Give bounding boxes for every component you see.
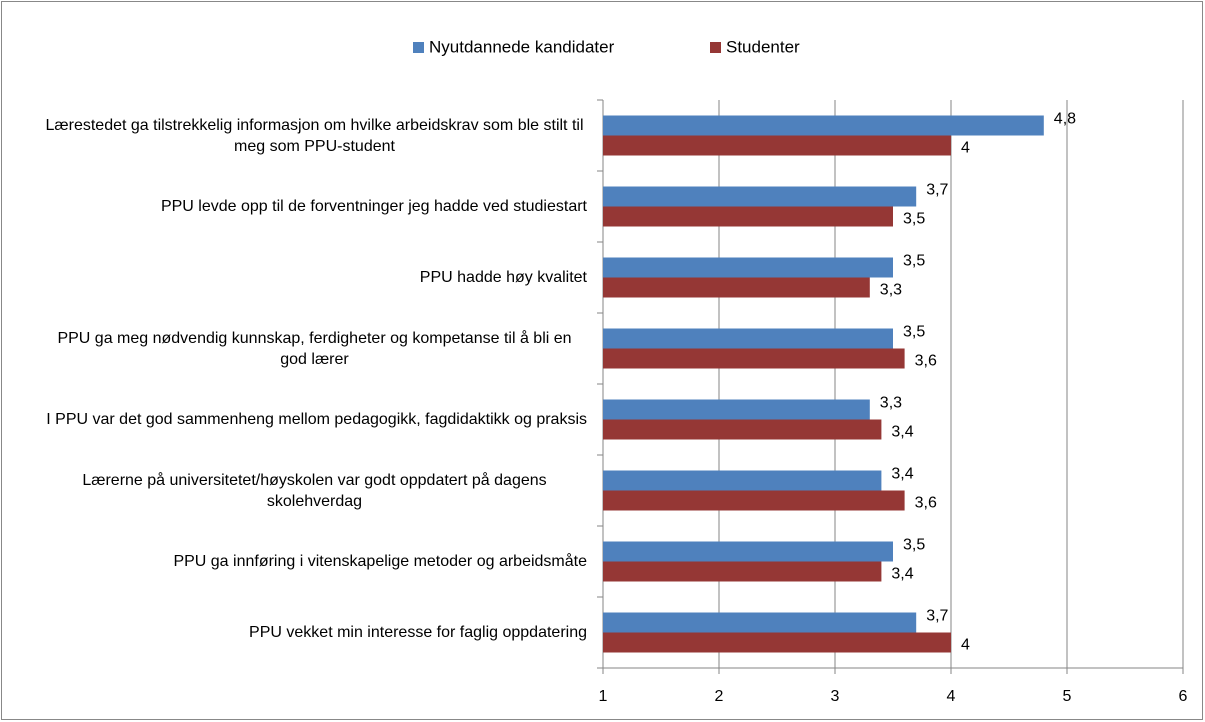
data-label: 3,4 bbox=[891, 566, 913, 583]
category-label: Lærestedet ga tilstrekkelig informasjon … bbox=[45, 116, 584, 155]
bar bbox=[603, 541, 893, 562]
legend-swatch bbox=[710, 42, 721, 53]
data-label: 4 bbox=[961, 637, 970, 654]
category-label-box: PPU levde opp til de forventninger jeg h… bbox=[20, 171, 587, 242]
bar bbox=[603, 561, 882, 582]
category-label-box: Lærerne på universitetet/høyskolen var g… bbox=[20, 455, 587, 526]
category-label-box: Lærestedet ga tilstrekkelig informasjon … bbox=[20, 100, 587, 171]
bar bbox=[603, 419, 882, 440]
data-label: 3,4 bbox=[891, 424, 913, 441]
data-label: 3,5 bbox=[903, 324, 925, 341]
bar bbox=[603, 632, 951, 653]
x-tick-label: 4 bbox=[947, 688, 956, 705]
x-tick-label: 5 bbox=[1063, 688, 1072, 705]
data-label: 3,4 bbox=[891, 466, 913, 483]
x-tick-label: 1 bbox=[599, 688, 608, 705]
category-label: PPU levde opp til de forventninger jeg h… bbox=[160, 198, 587, 215]
bar bbox=[603, 612, 917, 633]
bar bbox=[603, 470, 882, 491]
legend-swatch bbox=[413, 42, 424, 53]
data-label: 3,7 bbox=[926, 182, 948, 199]
category-label: PPU ga innføring i vitenskapelige metode… bbox=[173, 553, 587, 570]
x-tick-label: 2 bbox=[715, 688, 724, 705]
category-label: PPU ga meg nødvendig kunnskap, ferdighet… bbox=[57, 329, 572, 368]
data-label: 3,5 bbox=[903, 537, 925, 554]
bar bbox=[603, 490, 905, 511]
bar bbox=[603, 328, 893, 349]
bar bbox=[603, 399, 870, 420]
data-label: 3,7 bbox=[926, 608, 948, 625]
bar bbox=[603, 348, 905, 369]
category-label: Lærerne på universitetet/høyskolen var g… bbox=[82, 471, 547, 510]
x-tick-label: 6 bbox=[1179, 688, 1188, 705]
bar bbox=[603, 206, 893, 227]
data-label: 4 bbox=[961, 140, 970, 157]
category-label-box: PPU hadde høy kvalitet bbox=[20, 242, 587, 313]
data-label: 4,8 bbox=[1054, 111, 1076, 128]
bar bbox=[603, 277, 870, 298]
x-tick-label: 3 bbox=[831, 688, 840, 705]
data-label: 3,6 bbox=[915, 495, 937, 512]
legend-label: Studenter bbox=[726, 37, 800, 56]
category-label-box: PPU ga meg nødvendig kunnskap, ferdighet… bbox=[20, 313, 587, 384]
bar bbox=[603, 257, 893, 278]
legend-label: Nyutdannede kandidater bbox=[429, 37, 615, 56]
category-label: PPU hadde høy kvalitet bbox=[419, 269, 587, 286]
data-label: 3,5 bbox=[903, 253, 925, 270]
data-label: 3,3 bbox=[880, 282, 902, 299]
data-label: 3,6 bbox=[915, 353, 937, 370]
bar bbox=[603, 186, 917, 207]
category-label: PPU vekket min interesse for faglig oppd… bbox=[249, 624, 587, 641]
bar bbox=[603, 115, 1044, 136]
data-label: 3,5 bbox=[903, 211, 925, 228]
category-label-box: PPU vekket min interesse for faglig oppd… bbox=[20, 597, 587, 668]
data-label: 3,3 bbox=[880, 395, 902, 412]
bar bbox=[603, 135, 951, 156]
category-label-box: I PPU var det god sammenheng mellom peda… bbox=[20, 384, 587, 455]
category-label-box: PPU ga innføring i vitenskapelige metode… bbox=[20, 526, 587, 597]
category-label: I PPU var det god sammenheng mellom peda… bbox=[46, 411, 587, 428]
